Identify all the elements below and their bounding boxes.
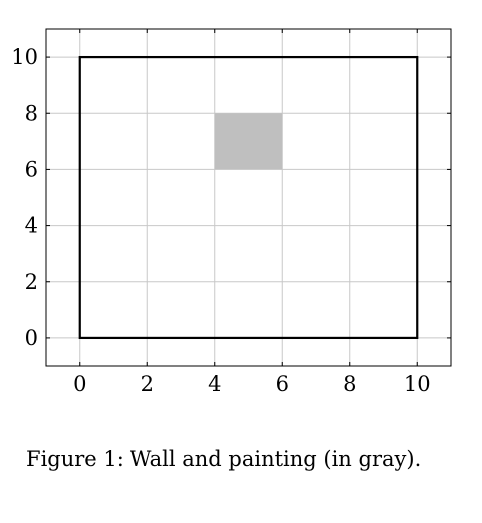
y-tick-label: 8 (25, 101, 38, 125)
shapes (78, 55, 419, 340)
caption-number: Figure 1: (26, 447, 124, 471)
y-tick-label: 2 (25, 270, 38, 294)
y-tick-label: 0 (25, 326, 38, 350)
y-tick-label: 10 (11, 45, 38, 69)
y-tick-label: 6 (25, 157, 38, 181)
ticks: 0 2 4 6 8 10 0 2 4 6 8 10 (11, 29, 451, 396)
wall-rect (78, 55, 419, 340)
x-tick-label: 2 (141, 372, 154, 396)
y-tick-label: 4 (25, 214, 38, 238)
caption-text: Wall and painting (in gray). (129, 447, 422, 471)
grid-lines (46, 29, 451, 366)
figure-caption: Figure 1: Wall and painting (in gray). (26, 447, 421, 471)
x-tick-label: 6 (276, 372, 289, 396)
x-tick-label: 10 (404, 372, 431, 396)
painting-rect (214, 113, 283, 170)
plot-area: 0 2 4 6 8 10 0 2 4 6 8 10 (11, 28, 452, 396)
x-tick-label: 8 (343, 372, 356, 396)
axis-frame (45, 28, 452, 367)
x-tick-label: 4 (208, 372, 221, 396)
axis-box (45, 28, 452, 367)
x-tick-label: 0 (73, 372, 86, 396)
